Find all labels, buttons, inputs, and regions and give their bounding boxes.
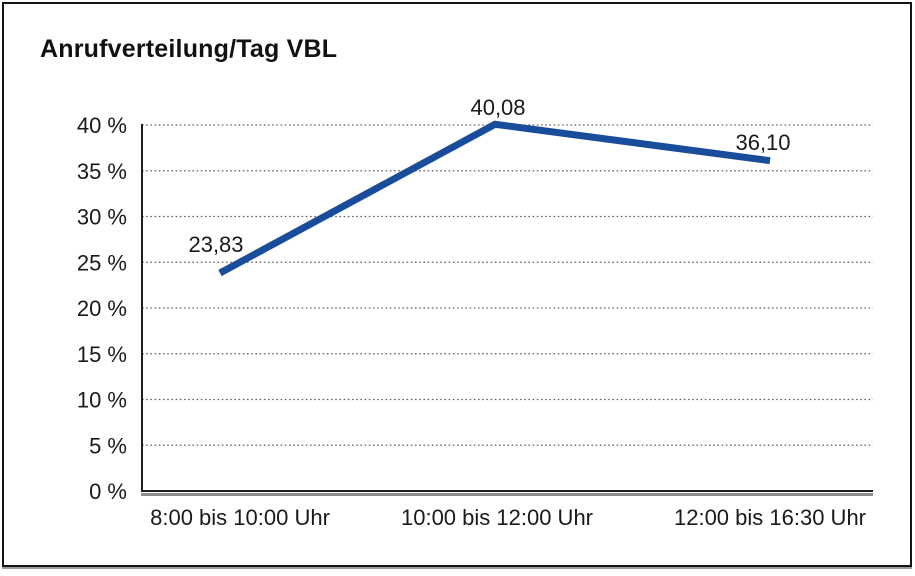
- x-category-label: 12:00 bis 16:30 Uhr: [674, 505, 866, 530]
- data-point-label: 23,83: [188, 232, 243, 257]
- y-tick-label: 10 %: [77, 388, 127, 413]
- y-tick-label: 25 %: [77, 250, 127, 275]
- data-point-label: 36,10: [735, 130, 790, 155]
- y-tick-label: 0 %: [89, 479, 127, 504]
- x-category-label: 8:00 bis 10:00 Uhr: [150, 505, 330, 530]
- y-tick-label: 40 %: [77, 113, 127, 138]
- y-tick-label: 15 %: [77, 342, 127, 367]
- y-tick-label: 30 %: [77, 205, 127, 230]
- data-series-line: [218, 120, 771, 277]
- chart-title: Anrufverteilung/Tag VBL: [40, 35, 338, 63]
- y-tick-label: 20 %: [77, 296, 127, 321]
- y-tick-label: 5 %: [89, 433, 127, 458]
- data-point-label: 40,08: [470, 95, 525, 120]
- y-tick-label: 35 %: [77, 159, 127, 184]
- x-category-label: 10:00 bis 12:00 Uhr: [401, 505, 593, 530]
